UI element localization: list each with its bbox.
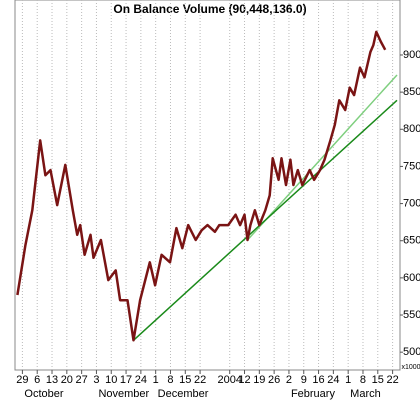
x-tick-label: 12 <box>238 374 250 386</box>
x-tick-label: 2004 <box>217 374 241 386</box>
x-tick-label: 15 <box>179 374 191 386</box>
x-tick-label: 1 <box>153 374 159 386</box>
x-tick-label: 19 <box>253 374 265 386</box>
x-tick-label: 20 <box>61 374 73 386</box>
trend-line <box>132 99 398 341</box>
y-tick-label: 500 <box>403 346 420 358</box>
y-tick-label: 850 <box>403 86 420 98</box>
x-tick-label: 15 <box>372 374 384 386</box>
x-tick-label: 2 <box>286 374 292 386</box>
plot-frame <box>14 0 401 371</box>
month-label: November <box>98 388 149 400</box>
y-tick-label: 900 <box>403 49 420 61</box>
x-tick-label: 24 <box>135 374 147 386</box>
x-tick-label: 9 <box>301 374 307 386</box>
month-label: December <box>158 388 209 400</box>
x-tick-label: 16 <box>312 374 324 386</box>
x-tick-label: 3 <box>93 374 99 386</box>
x-tick-label: 6 <box>34 374 40 386</box>
obv-line <box>16 30 387 342</box>
y-tick-label: 600 <box>403 272 420 284</box>
month-label: March <box>350 388 381 400</box>
x-tick-label: 22 <box>194 374 206 386</box>
y-tick-label: 750 <box>403 160 420 172</box>
x-tick-label: 24 <box>327 374 339 386</box>
x-tick-label: 10 <box>105 374 117 386</box>
x-tick-label: 1 <box>345 374 351 386</box>
y-tick-label: 550 <box>403 309 420 321</box>
trend-line <box>246 74 398 241</box>
x-tick-label: 8 <box>360 374 366 386</box>
month-label: October <box>24 388 63 400</box>
x-tick-label: 8 <box>167 374 173 386</box>
y-tick-label: 800 <box>403 123 420 135</box>
chart-title: On Balance Volume (90,448,136.0) <box>113 2 306 16</box>
x-tick-label: 26 <box>268 374 280 386</box>
x-tick-label: 27 <box>76 374 88 386</box>
y-tick-label: 650 <box>403 235 420 247</box>
y-tick-label: 700 <box>403 197 420 209</box>
x-tick-label: 13 <box>46 374 58 386</box>
x-tick-label: 29 <box>16 374 28 386</box>
x-tick-label: 22 <box>386 374 398 386</box>
x-tick-label: 17 <box>120 374 132 386</box>
month-label: February <box>291 388 336 400</box>
y-axis-unit: x1000 <box>401 364 420 371</box>
